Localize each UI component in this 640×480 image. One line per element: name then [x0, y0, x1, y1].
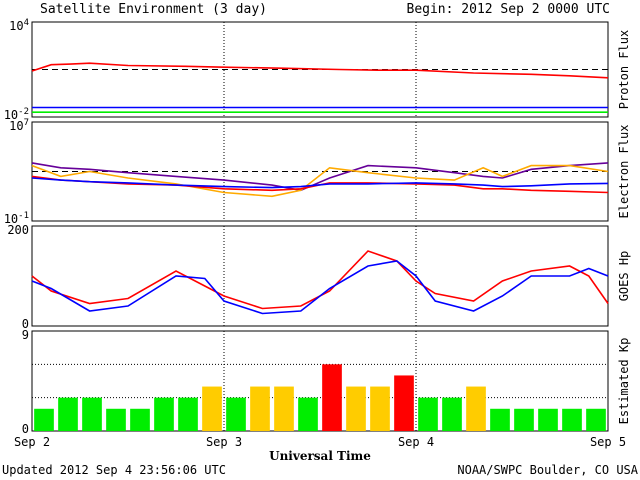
y-tick-label: 0: [22, 317, 29, 331]
updated-timestamp: Updated 2012 Sep 4 23:56:06 UTC: [2, 463, 226, 477]
kp-bar: [490, 408, 510, 431]
kp-bar: [202, 386, 222, 431]
kp-bar: [298, 397, 318, 431]
panel-4: 9 0 Estimated Kp: [22, 328, 631, 436]
panel-3: 200 0 GOES Hp: [7, 223, 631, 331]
y-axis-label: Estimated Kp: [617, 338, 631, 425]
series-line-purple: [31, 162, 609, 192]
kp-bar: [58, 397, 78, 431]
kp-bar: [394, 375, 414, 431]
kp-bar: [418, 397, 438, 431]
x-tick-label: Sep 3: [206, 435, 242, 449]
y-axis-label: Proton Flux: [617, 30, 631, 109]
y-tick-label: 104: [9, 18, 29, 33]
kp-bar: [586, 408, 606, 431]
kp-bar: [370, 386, 390, 431]
y-axis-label: GOES Hp: [617, 251, 631, 302]
kp-bar: [466, 386, 486, 431]
kp-bar: [514, 408, 534, 431]
kp-bar: [226, 397, 246, 431]
kp-bar: [442, 397, 462, 431]
kp-bar: [250, 386, 270, 431]
series-line-orange: [31, 164, 609, 198]
kp-bar: [34, 408, 54, 431]
x-tick-label: Sep 2: [14, 435, 50, 449]
kp-bar: [178, 397, 198, 431]
credit-line: NOAA/SWPC Boulder, CO USA: [457, 463, 638, 477]
y-tick-label: 200: [7, 223, 29, 237]
y-axis-label: Electron Flux: [617, 125, 631, 219]
chart-title: Satellite Environment (3 day): [40, 2, 267, 17]
series-line-blue: [31, 177, 609, 189]
x-axis-label: Universal Time: [269, 449, 371, 463]
kp-bar: [538, 408, 558, 431]
x-tick-label: Sep 4: [398, 435, 434, 449]
y-tick-label: 0: [22, 422, 29, 436]
kp-bar: [130, 408, 150, 431]
begin-time: Begin: 2012 Sep 2 0000 UTC: [407, 2, 611, 17]
series-line-red: [31, 250, 609, 310]
panel-frame: [31, 330, 609, 432]
series-line-blue: [31, 260, 609, 315]
kp-bar: [274, 386, 294, 431]
kp-bar: [562, 408, 582, 431]
x-tick-label: Sep 5: [590, 435, 626, 449]
kp-bar: [322, 364, 342, 431]
kp-bar: [106, 408, 126, 431]
series-line-red: [31, 62, 609, 79]
panel-frame: [31, 225, 609, 327]
y-tick-label: 9: [22, 328, 29, 342]
kp-bar: [346, 386, 366, 431]
kp-bar: [82, 397, 102, 431]
y-tick-label: 107: [9, 118, 29, 133]
kp-bar: [154, 397, 174, 431]
